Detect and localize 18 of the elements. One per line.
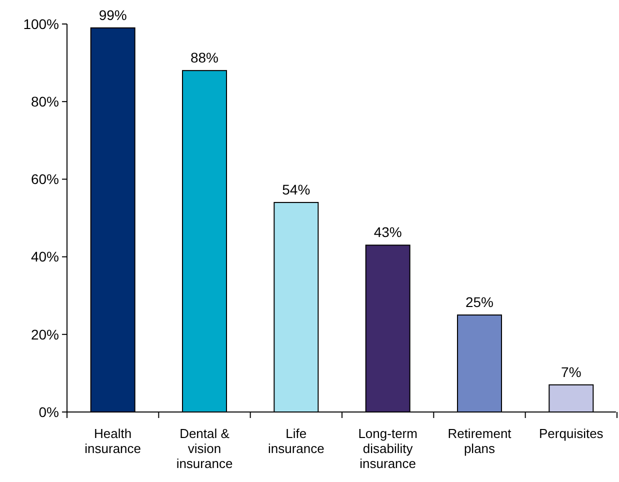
x-tick-label: Life insurance — [268, 426, 324, 456]
x-tick-label: Retirement plans — [448, 426, 512, 456]
data-label: 7% — [561, 364, 582, 380]
y-tick-label: 100% — [23, 16, 59, 32]
x-tick-label: Perquisites — [539, 426, 604, 441]
x-tick-label: Dental & vision insurance — [176, 426, 233, 471]
data-label: 88% — [190, 50, 219, 66]
x-tick-label: Long-term disability insurance — [358, 426, 418, 471]
data-label: 54% — [282, 181, 310, 198]
data-label: 99% — [98, 6, 127, 23]
x-tick-label: Health insurance — [84, 426, 142, 456]
y-tick-label: 60% — [30, 171, 59, 188]
data-label: 43% — [374, 224, 402, 240]
data-label: 25% — [465, 294, 494, 310]
y-tick-label: 80% — [30, 94, 59, 110]
y-tick-label: 20% — [30, 326, 59, 342]
y-tick-label: 0% — [38, 404, 59, 420]
y-tick-label: 40% — [30, 248, 59, 265]
